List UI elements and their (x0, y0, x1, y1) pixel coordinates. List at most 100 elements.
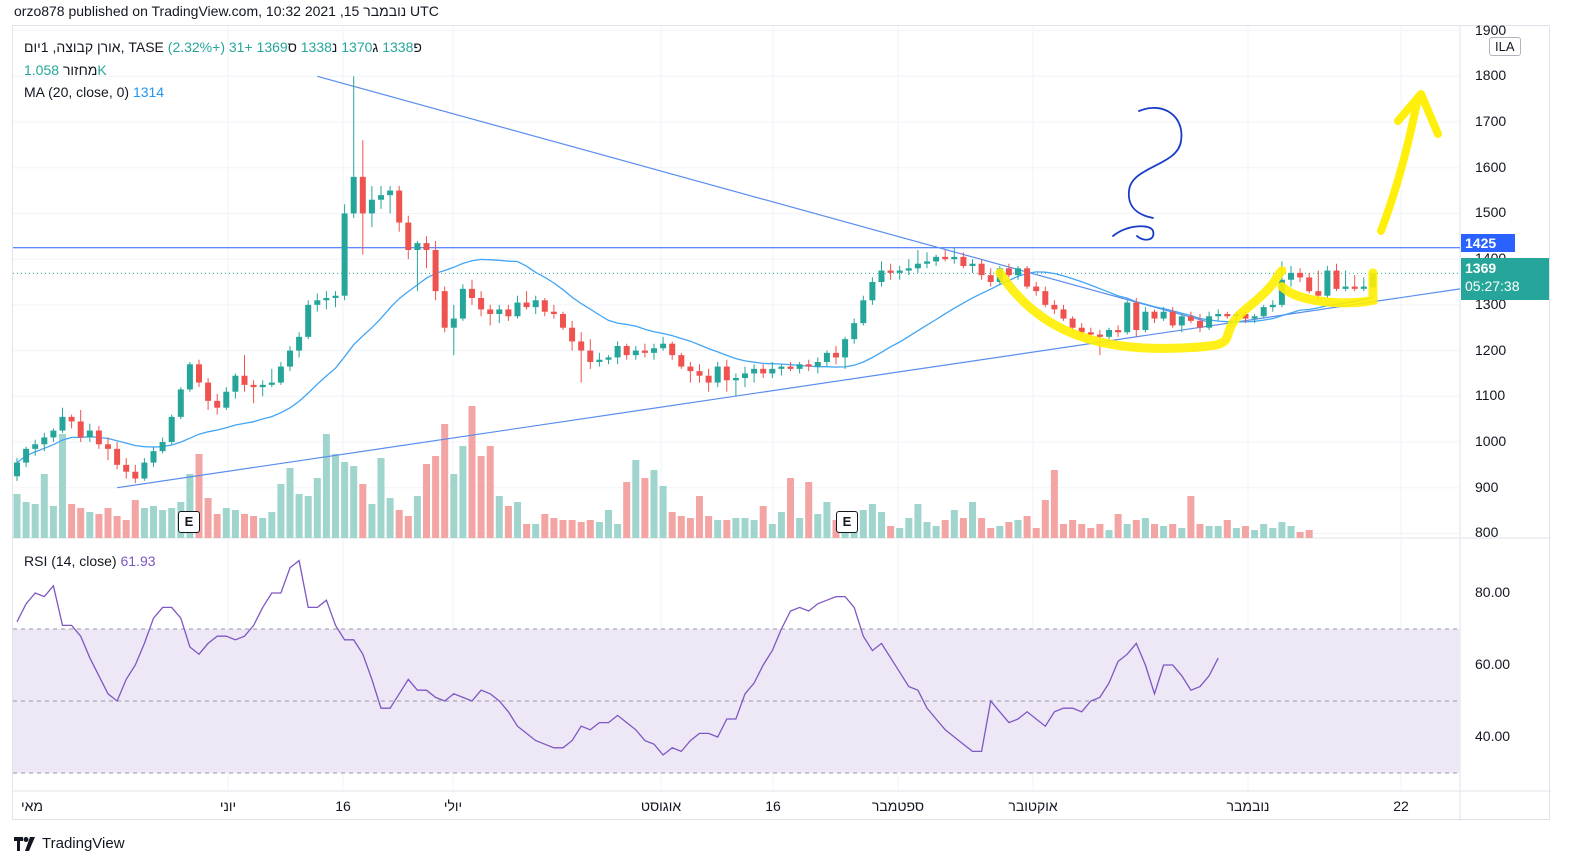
price-tick: 1200 (1475, 341, 1507, 358)
candle-body (232, 375, 239, 392)
volume-bar (823, 502, 831, 538)
ma-label: MA (20, close, 0) (24, 84, 130, 100)
volume-bar (486, 446, 494, 538)
volume-bar (1087, 528, 1095, 538)
candle-body (1260, 307, 1267, 317)
candle-body (378, 195, 384, 200)
volume-bar (368, 504, 376, 538)
volume-bar (668, 512, 676, 538)
volume-bar (686, 518, 694, 538)
price-tick: 800 (1475, 524, 1499, 541)
volume-bar (204, 498, 212, 538)
volume-bar (1005, 522, 1013, 538)
close-value: 1369 (256, 39, 288, 55)
volume-bar (932, 526, 940, 538)
volume-bar (677, 516, 685, 538)
volume-bar (241, 514, 248, 538)
candle-body (196, 364, 202, 383)
candle-body (14, 462, 20, 477)
candle-body (323, 298, 330, 301)
candle-body (1160, 311, 1167, 319)
candle-body (1051, 304, 1058, 310)
candle-body (1197, 320, 1203, 328)
volume-bar (1296, 532, 1304, 538)
volume-bar (923, 522, 931, 538)
candle-body (296, 336, 303, 351)
volume-legend[interactable]: מחזור 1.058K (24, 62, 107, 78)
volume-bar (1060, 524, 1067, 538)
candle-body (1251, 316, 1258, 319)
volume-bar (213, 514, 221, 538)
volume-value: 1.058K (24, 62, 107, 78)
ma-value: 1314 (132, 84, 165, 100)
chart-canvas[interactable] (13, 26, 1551, 821)
candle-body (1042, 291, 1049, 305)
volume-bar (150, 506, 157, 538)
volume-bar (459, 446, 467, 538)
volume-bar (468, 406, 476, 538)
candle-body (1087, 332, 1094, 335)
candle-body (223, 391, 230, 408)
candle-body (250, 384, 257, 388)
volume-bar (1114, 514, 1122, 538)
volume-bar (950, 510, 958, 538)
volume-bar (268, 512, 276, 538)
candle-body (587, 350, 594, 362)
volume-bar (568, 520, 576, 538)
candle-body (1024, 268, 1031, 287)
candle-body (578, 341, 585, 351)
candle-body (732, 378, 739, 381)
candle-body (396, 190, 403, 223)
ma-legend[interactable]: MA (20, close, 0) 1314 (24, 84, 164, 100)
candle-body (523, 302, 530, 308)
volume-bar (550, 518, 558, 538)
volume-bar (1251, 530, 1259, 538)
candle-body (1115, 330, 1122, 333)
volume-bar (805, 482, 813, 538)
volume-bar (86, 512, 94, 538)
volume-bar (1123, 524, 1131, 538)
volume-bar (113, 516, 121, 538)
candle-body (632, 350, 639, 356)
price-tick: 1500 (1475, 204, 1507, 221)
brand-name[interactable]: TradingView (42, 835, 125, 852)
volume-bar (377, 458, 385, 538)
candle-body (387, 190, 394, 196)
earnings-badge[interactable]: E (836, 511, 858, 533)
volume-bar (905, 518, 913, 538)
open-label: פ (413, 39, 422, 55)
level-price-tag: 1425 (1461, 234, 1515, 252)
volume-bar (1096, 524, 1104, 538)
currency-badge[interactable]: ILA (1489, 37, 1521, 56)
candle-body (969, 263, 976, 266)
candle-body (268, 382, 275, 385)
volume-bar (614, 524, 622, 538)
volume-bar (777, 512, 785, 538)
candle-body (469, 288, 475, 298)
candle-body (1169, 311, 1176, 326)
volume-bar (1032, 528, 1040, 538)
volume-bar (13, 494, 21, 538)
volume-bar (969, 502, 976, 538)
volume-bar (322, 434, 330, 538)
volume-bar (586, 520, 594, 538)
chart-frame[interactable]: אורן קבוצה, 1יום, TASE פ1338 ג1370 נ1338… (12, 22, 1551, 821)
candle-body (95, 430, 102, 445)
volume-bar (732, 518, 740, 538)
candle-body (1206, 316, 1213, 328)
volume-bar (1023, 516, 1031, 538)
high-value: 1370 (341, 39, 373, 55)
symbol-label[interactable]: אורן קבוצה, 1יום, TASE (24, 39, 164, 55)
earnings-badge[interactable]: E (178, 511, 200, 533)
candle-body (1306, 277, 1313, 292)
candle-body (942, 256, 949, 260)
candle-body (842, 339, 849, 358)
volume-bar (914, 504, 922, 538)
candle-body (1269, 304, 1276, 308)
candle-body (241, 375, 248, 385)
volume-bar (122, 520, 130, 538)
candle-body (742, 373, 748, 378)
volume-bar (359, 484, 367, 538)
volume-bar (432, 456, 440, 538)
rsi-legend[interactable]: RSI (14, close) 61.93 (24, 553, 156, 569)
